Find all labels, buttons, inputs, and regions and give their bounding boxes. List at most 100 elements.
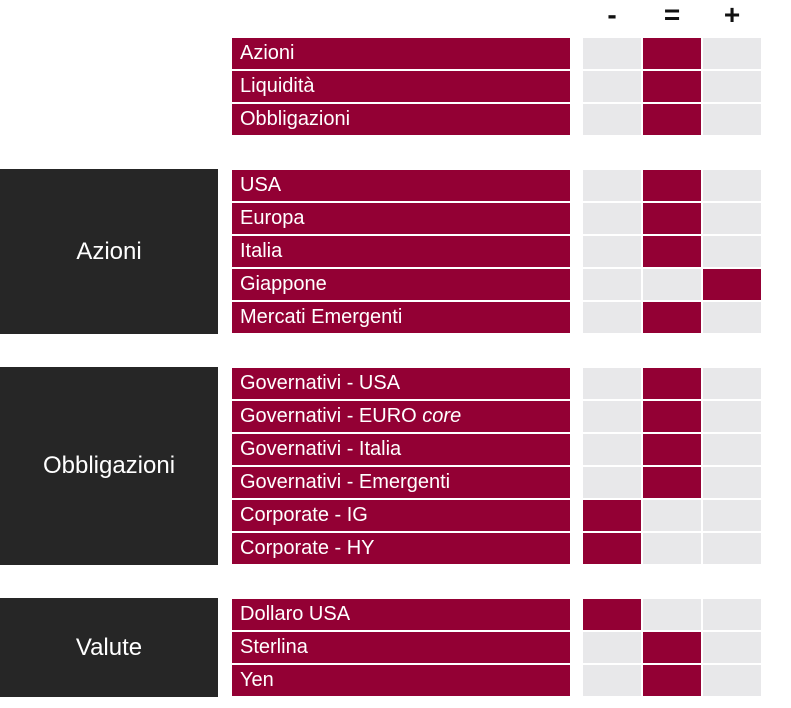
row-label: Sterlina [232, 632, 570, 663]
table-row: Dollaro USA [0, 599, 791, 630]
row-label: Azioni [232, 38, 570, 69]
row-label: USA [232, 170, 570, 201]
rating-cell-minus [583, 71, 641, 102]
rating-cell-minus [583, 170, 641, 201]
rating-cell-minus [583, 302, 641, 333]
rating-cell-plus [703, 104, 761, 135]
row-label: Dollaro USA [232, 599, 570, 630]
rating-cell-equal [643, 269, 701, 300]
rating-cell-plus [703, 170, 761, 201]
rating-cell-plus [703, 632, 761, 663]
row-label-italic: core [422, 405, 462, 427]
row-label-text: Governativi - Emergenti [240, 471, 451, 493]
row-label: Yen [232, 665, 570, 696]
row-label-text: Sterlina [240, 636, 308, 658]
table-row: Corporate - HY [0, 533, 791, 564]
rating-cell-equal [643, 401, 701, 432]
group-label: Azioni [0, 169, 218, 334]
rating-cell-plus [703, 236, 761, 267]
row-label-text: Corporate - IG [240, 504, 368, 526]
row-label-text: Giappone [240, 273, 327, 295]
rating-cell-plus [703, 71, 761, 102]
rating-cell-minus [583, 632, 641, 663]
rating-cell-plus [703, 467, 761, 498]
table-row: Governativi - USA [0, 368, 791, 399]
group-label: Valute [0, 598, 218, 697]
table-row: Liquidità [0, 71, 791, 102]
rating-cell-plus [703, 38, 761, 69]
rating-cell-plus [703, 269, 761, 300]
rating-cell-minus [583, 269, 641, 300]
rating-cell-plus [703, 368, 761, 399]
rating-cell-equal [643, 368, 701, 399]
row-label-text: Dollaro USA [240, 603, 351, 625]
rating-cell-equal [643, 71, 701, 102]
row-label-text: Mercati Emergenti [240, 306, 403, 328]
table-row: Europa [0, 203, 791, 234]
row-label-text: Obbligazioni [240, 108, 351, 130]
rating-cell-minus [583, 500, 641, 531]
rating-cell-equal [643, 104, 701, 135]
rating-cell-plus [703, 401, 761, 432]
row-label: Europa [232, 203, 570, 234]
row-label: Governativi - USA [232, 368, 570, 399]
rating-cell-plus [703, 203, 761, 234]
row-label: Giappone [232, 269, 570, 300]
rating-cell-plus [703, 302, 761, 333]
rating-cell-minus [583, 401, 641, 432]
rating-cell-equal [643, 170, 701, 201]
row-label: Corporate - IG [232, 500, 570, 531]
table-row: Governativi - Italia [0, 434, 791, 465]
row-label: Liquidità [232, 71, 570, 102]
table-row: Obbligazioni [0, 104, 791, 135]
table-row: Italia [0, 236, 791, 267]
rating-cell-minus [583, 368, 641, 399]
row-label: Governativi - Emergenti [232, 467, 570, 498]
table-row: Giappone [0, 269, 791, 300]
rating-cell-minus [583, 38, 641, 69]
rating-cell-equal [643, 500, 701, 531]
header-minus: - [607, 0, 617, 30]
table-row: Sterlina [0, 632, 791, 663]
row-label-text: USA [240, 174, 282, 196]
table-row: Corporate - IG [0, 500, 791, 531]
row-label: Italia [232, 236, 570, 267]
row-label-text: Italia [240, 240, 283, 262]
rating-cell-minus [583, 104, 641, 135]
header-plus: + [723, 0, 741, 30]
table-row: Azioni [0, 38, 791, 69]
rating-cell-minus [583, 533, 641, 564]
rating-cell-equal [643, 434, 701, 465]
rating-cell-equal [643, 302, 701, 333]
row-label-text: Governativi - EURO [240, 405, 417, 427]
row-label-text: Governativi - Italia [240, 438, 402, 460]
rating-cell-plus [703, 500, 761, 531]
row-label-text: Azioni [240, 42, 295, 64]
header-equal: = [663, 0, 681, 30]
row-label-text: Yen [240, 669, 274, 691]
rating-cell-minus [583, 434, 641, 465]
rating-cell-minus [583, 599, 641, 630]
table-row: USA [0, 170, 791, 201]
rating-cell-minus [583, 236, 641, 267]
row-label: Corporate - HY [232, 533, 570, 564]
rating-cell-equal [643, 38, 701, 69]
row-label: Mercati Emergenti [232, 302, 570, 333]
rating-cell-plus [703, 665, 761, 696]
rating-cell-minus [583, 467, 641, 498]
rating-cell-plus [703, 434, 761, 465]
row-label-text: Corporate - HY [240, 537, 375, 559]
table-row: Governativi - Emergenti [0, 467, 791, 498]
table-row: Yen [0, 665, 791, 696]
group-label: Obbligazioni [0, 367, 218, 565]
rating-cell-equal [643, 467, 701, 498]
row-label-text: Governativi - USA [240, 372, 401, 394]
row-label: Governativi - Italia [232, 434, 570, 465]
row-label: Obbligazioni [232, 104, 570, 135]
rating-cell-minus [583, 203, 641, 234]
rating-cell-equal [643, 236, 701, 267]
rating-cell-equal [643, 599, 701, 630]
table-row: Governativi - EURO core [0, 401, 791, 432]
table-row: Mercati Emergenti [0, 302, 791, 333]
row-label-text: Europa [240, 207, 305, 229]
